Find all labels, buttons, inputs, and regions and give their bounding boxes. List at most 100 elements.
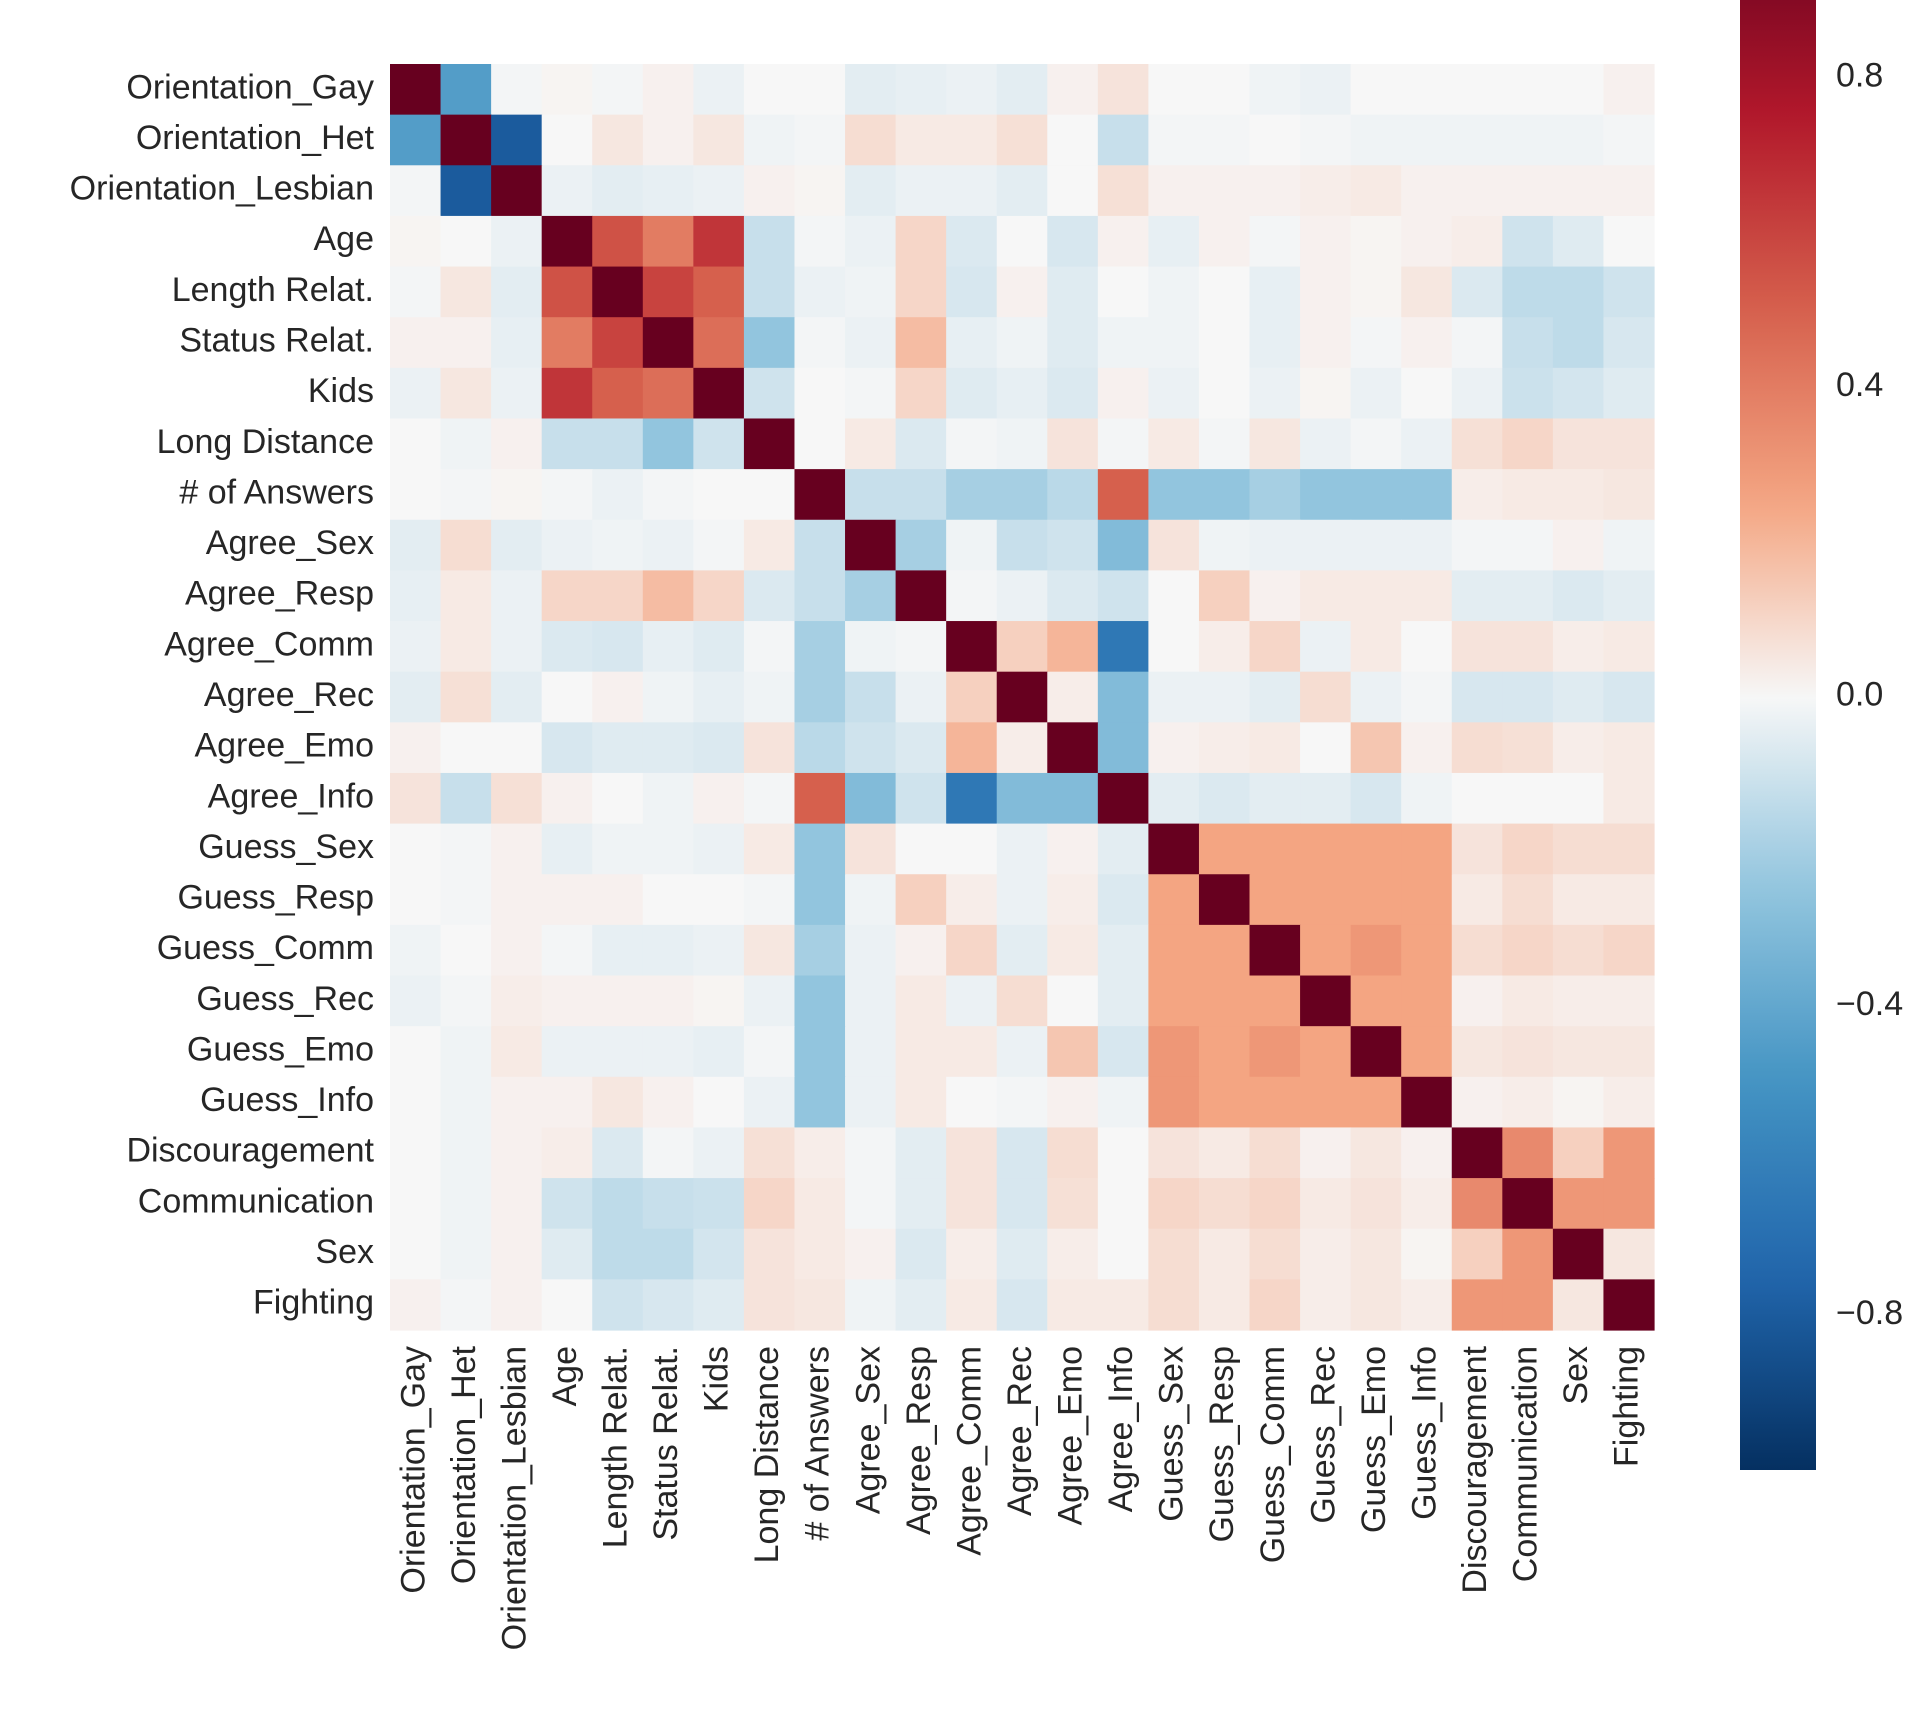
heatmap-cell: [1603, 114, 1655, 166]
heatmap-cell: [592, 367, 644, 420]
heatmap-cell: [1198, 874, 1251, 926]
heatmap-cell: [1552, 469, 1605, 521]
heatmap-cell: [845, 1026, 897, 1078]
heatmap-cell: [440, 215, 492, 268]
x-tick-label: Guess_Rec: [1304, 1346, 1342, 1524]
heatmap-cell: [1300, 924, 1352, 977]
heatmap-cell: [1502, 165, 1554, 217]
heatmap-cell: [1401, 570, 1453, 622]
heatmap-cell: [390, 1076, 442, 1129]
heatmap-cell: [1249, 1279, 1301, 1331]
heatmap-cell: [541, 570, 593, 622]
heatmap-cell: [1198, 165, 1251, 217]
heatmap-cell: [743, 621, 796, 673]
heatmap-cell: [1552, 570, 1605, 622]
heatmap-cell: [440, 621, 492, 673]
heatmap-cell: [642, 1178, 694, 1230]
heatmap-cell: [1249, 1127, 1301, 1179]
heatmap-cell: [1300, 317, 1352, 369]
heatmap-cell: [1603, 367, 1655, 420]
x-tick-label: Orientation_Lesbian: [495, 1346, 533, 1650]
heatmap-cell: [1350, 469, 1402, 521]
heatmap-cell: [1300, 114, 1352, 166]
heatmap-cell: [794, 215, 846, 268]
heatmap-cell: [491, 924, 543, 977]
heatmap-cell: [996, 165, 1048, 217]
heatmap-cell: [996, 772, 1048, 825]
heatmap-cell: [1350, 1127, 1402, 1179]
heatmap-cell: [845, 823, 897, 875]
heatmap-cell: [440, 924, 492, 977]
heatmap-cell: [440, 671, 492, 723]
heatmap-cell: [946, 215, 998, 268]
heatmap-cell: [1148, 722, 1200, 774]
heatmap-cell: [1401, 924, 1453, 977]
heatmap-cell: [390, 519, 442, 571]
heatmap-cell: [845, 772, 897, 825]
heatmap-cell: [1451, 215, 1503, 268]
heatmap-cell: [1350, 266, 1402, 318]
x-tick-label: Agree_Info: [1102, 1346, 1140, 1512]
heatmap-cell: [946, 772, 998, 825]
heatmap-cell: [794, 165, 846, 217]
heatmap-cell: [1350, 621, 1402, 673]
heatmap-cell: [440, 418, 492, 470]
heatmap-cell: [996, 266, 1048, 318]
heatmap-cell: [440, 1127, 492, 1179]
heatmap-cell: [743, 1279, 796, 1331]
heatmap-cell: [1502, 367, 1554, 420]
heatmap-cell: [1502, 874, 1554, 926]
heatmap-cell: [1249, 1026, 1301, 1078]
heatmap-cell: [1249, 317, 1301, 369]
heatmap-cell: [1300, 367, 1352, 420]
y-tick-label: Communication: [138, 1182, 374, 1220]
heatmap-cell: [794, 317, 846, 369]
colorbar-tick-label: 0.4: [1836, 366, 1883, 404]
heatmap-cell: [794, 469, 846, 521]
heatmap-cell: [1198, 772, 1251, 825]
heatmap-cell: [541, 1076, 593, 1129]
heatmap-cell: [1603, 621, 1655, 673]
heatmap-cell: [1047, 215, 1099, 268]
heatmap-cell: [642, 469, 694, 521]
heatmap-cell: [1401, 367, 1453, 420]
heatmap-cell: [845, 975, 897, 1027]
heatmap-cell: [743, 1076, 796, 1129]
heatmap-cell: [1198, 621, 1251, 673]
x-tick-label: Agree_Resp: [900, 1346, 938, 1535]
heatmap-cell: [541, 317, 593, 369]
heatmap-cell: [1502, 924, 1554, 977]
heatmap-cell: [1249, 64, 1301, 116]
heatmap-cell: [1502, 671, 1554, 723]
heatmap-cell: [491, 1127, 543, 1179]
heatmap-cell: [541, 266, 593, 318]
heatmap-cell: [1249, 1076, 1301, 1129]
heatmap-cell: [491, 266, 543, 318]
y-tick-label: Guess_Info: [200, 1081, 374, 1119]
heatmap-cell: [743, 722, 796, 774]
heatmap-cell: [1603, 1228, 1655, 1280]
heatmap-cell: [1047, 874, 1099, 926]
heatmap-cell: [642, 1076, 694, 1129]
heatmap-cell: [1097, 317, 1149, 369]
x-tick-label: Status Relat.: [647, 1346, 685, 1541]
heatmap-cell: [1249, 165, 1301, 217]
heatmap-cell: [642, 165, 694, 217]
heatmap-cell: [642, 519, 694, 571]
heatmap-cell: [440, 1178, 492, 1230]
heatmap-cell: [1350, 722, 1402, 774]
heatmap-cell: [1603, 519, 1655, 571]
heatmap-cell: [996, 621, 1048, 673]
heatmap-cell: [592, 570, 644, 622]
heatmap-cell: [845, 621, 897, 673]
heatmap-cell: [642, 215, 694, 268]
y-tick-label: Fighting: [253, 1284, 374, 1322]
heatmap-cell: [1552, 874, 1605, 926]
heatmap-cell: [895, 570, 947, 622]
heatmap-cell: [390, 722, 442, 774]
x-tick-label: Guess_Sex: [1153, 1346, 1191, 1522]
heatmap-cell: [1300, 772, 1352, 825]
heatmap-cell: [1047, 1279, 1099, 1331]
heatmap-cell: [1198, 64, 1251, 116]
y-tick-label: Kids: [308, 372, 374, 410]
